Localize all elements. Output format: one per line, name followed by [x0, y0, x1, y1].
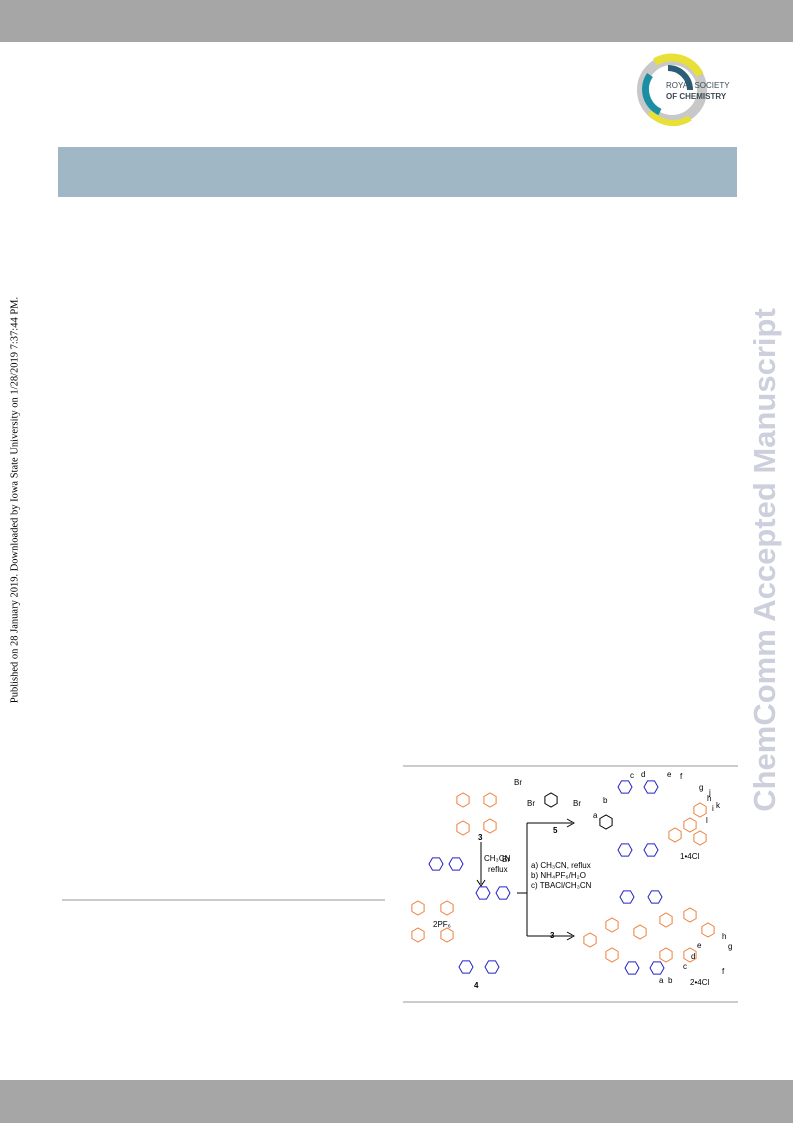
- product-label: 2•4Cl: [690, 978, 709, 987]
- logo-text: ROYAL SOCIETY: [666, 81, 730, 90]
- ring: [659, 947, 673, 963]
- ring: [683, 907, 697, 923]
- published-note: Published on 28 January 2019. Downloaded…: [9, 297, 20, 703]
- atom-label: g: [699, 783, 703, 792]
- ring: [649, 961, 665, 975]
- atom-label: a: [593, 811, 598, 820]
- ring: [411, 927, 425, 943]
- watermark: ChemComm Accepted Manuscript: [747, 308, 782, 812]
- ring: [599, 814, 613, 830]
- atom-label: i: [712, 804, 714, 813]
- ring: [617, 780, 633, 794]
- atom-label: g: [728, 942, 732, 951]
- atom-label: d: [641, 770, 645, 779]
- ring: [659, 912, 673, 928]
- atom-label: b: [603, 796, 608, 805]
- ring: [683, 817, 697, 833]
- atom-label: Br: [527, 799, 535, 808]
- bottom-bar: [0, 1080, 793, 1123]
- atom-label: b: [668, 976, 673, 985]
- reaction-scheme: 3 3 4 5 Br Br Br Br CH₃CN reflux a) CH₃C…: [411, 770, 732, 990]
- title-banner: [58, 147, 737, 197]
- atom-label: Br: [573, 799, 581, 808]
- compound-label: 3: [478, 833, 483, 842]
- ring: [693, 802, 707, 818]
- ring: [643, 843, 659, 857]
- top-bar: [0, 0, 793, 42]
- compound-label: 4: [474, 981, 479, 990]
- ring: [544, 792, 558, 808]
- ring: [605, 947, 619, 963]
- atom-label: a: [659, 976, 664, 985]
- atom-label: e: [697, 941, 702, 950]
- condition: c) TBACl/CH₃CN: [531, 881, 592, 890]
- ring: [484, 960, 500, 974]
- ring: [411, 900, 425, 916]
- condition: reflux: [488, 865, 508, 874]
- ring: [428, 857, 444, 871]
- ring: [605, 917, 619, 933]
- atom-label: h: [707, 794, 711, 803]
- ring: [619, 890, 635, 904]
- ring: [458, 960, 474, 974]
- compound-label: 5: [553, 826, 558, 835]
- atom-label: c: [683, 962, 687, 971]
- compound-label: 3: [550, 931, 555, 940]
- atom-label: j: [708, 788, 711, 797]
- ring: [440, 927, 454, 943]
- ring: [456, 820, 470, 836]
- atom-label: f: [722, 967, 725, 976]
- counterion: 2PF₆: [433, 920, 451, 929]
- ring: [483, 792, 497, 808]
- ring: [701, 922, 715, 938]
- ring: [483, 818, 497, 834]
- atom-label: c: [630, 771, 634, 780]
- arrow: [566, 818, 576, 941]
- ring: [475, 886, 491, 900]
- ring: [633, 924, 647, 940]
- ring: [668, 827, 682, 843]
- logo-text: OF CHEMISTRY: [666, 92, 727, 101]
- atom-label: Br: [502, 855, 510, 864]
- ring: [456, 792, 470, 808]
- condition: a) CH₃CN, reflux: [531, 861, 591, 870]
- atom-label: Br: [514, 778, 522, 787]
- atom-label: e: [667, 770, 672, 779]
- ring: [683, 947, 697, 963]
- ring: [495, 886, 511, 900]
- atom-label: h: [722, 932, 726, 941]
- ring: [448, 857, 464, 871]
- condition: CH₃CN: [484, 854, 511, 863]
- ring: [617, 843, 633, 857]
- ring: [440, 900, 454, 916]
- ring: [693, 830, 707, 846]
- atom-label: k: [716, 801, 721, 810]
- ring: [643, 780, 659, 794]
- condition: b) NH₄PF₆/H₂O: [531, 871, 586, 880]
- atom-label: d: [691, 952, 695, 961]
- product-label: 1•4Cl: [680, 852, 699, 861]
- atom-label: f: [680, 772, 683, 781]
- ring: [583, 932, 597, 948]
- arrow: [476, 879, 486, 887]
- rsc-logo: ROYAL SOCIETY OF CHEMISTRY: [637, 53, 730, 127]
- arrow: [517, 822, 572, 937]
- ring: [624, 961, 640, 975]
- ring: [647, 890, 663, 904]
- atom-label: l: [706, 816, 708, 825]
